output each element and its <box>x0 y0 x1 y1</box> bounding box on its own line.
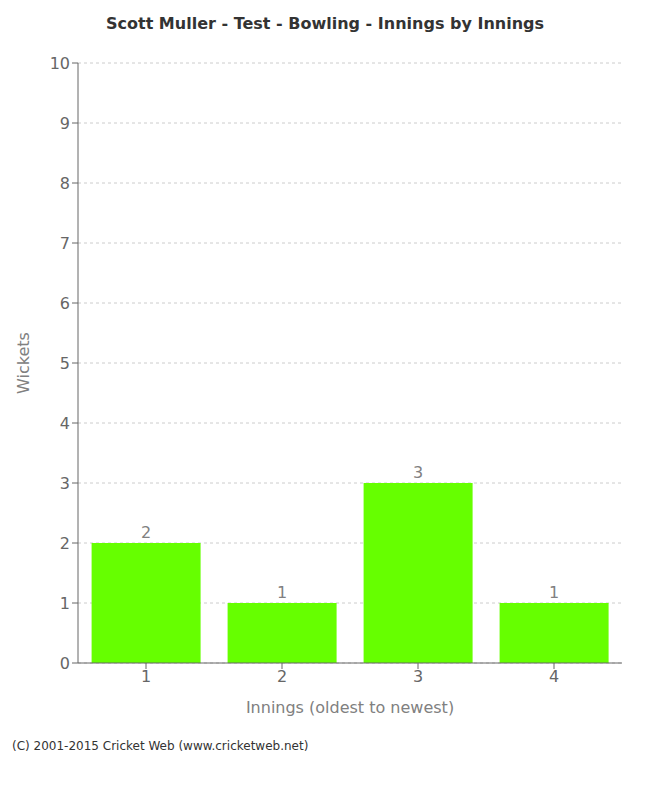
svg-text:1: 1 <box>60 594 70 613</box>
svg-text:4: 4 <box>60 414 70 433</box>
svg-text:2: 2 <box>141 523 151 542</box>
svg-text:6: 6 <box>60 294 70 313</box>
svg-text:3: 3 <box>413 667 423 686</box>
svg-text:8: 8 <box>60 174 70 193</box>
svg-text:10: 10 <box>50 54 70 73</box>
svg-text:1: 1 <box>277 583 287 602</box>
svg-text:4: 4 <box>549 667 559 686</box>
svg-text:5: 5 <box>60 354 70 373</box>
svg-text:9: 9 <box>60 114 70 133</box>
html-text:Scott Muller - Test - Bowling: Scott Muller - Test - Bowling - Innings … <box>106 14 544 33</box>
svg-text:2: 2 <box>60 534 70 553</box>
svg-text:2: 2 <box>277 667 287 686</box>
svg-text:7: 7 <box>60 234 70 253</box>
svg-text:Innings (oldest to newest): Innings (oldest to newest) <box>246 698 454 717</box>
svg-text:1: 1 <box>549 583 559 602</box>
svg-text:1: 1 <box>141 667 151 686</box>
svg-text:3: 3 <box>413 463 423 482</box>
svg-text:3: 3 <box>60 474 70 493</box>
html-text:(C) 2001-2015 Cricket Web (www: (C) 2001-2015 Cricket Web (www.cricketwe… <box>12 739 309 753</box>
svg-text:Wickets: Wickets <box>14 332 33 394</box>
svg-text:0: 0 <box>60 654 70 673</box>
